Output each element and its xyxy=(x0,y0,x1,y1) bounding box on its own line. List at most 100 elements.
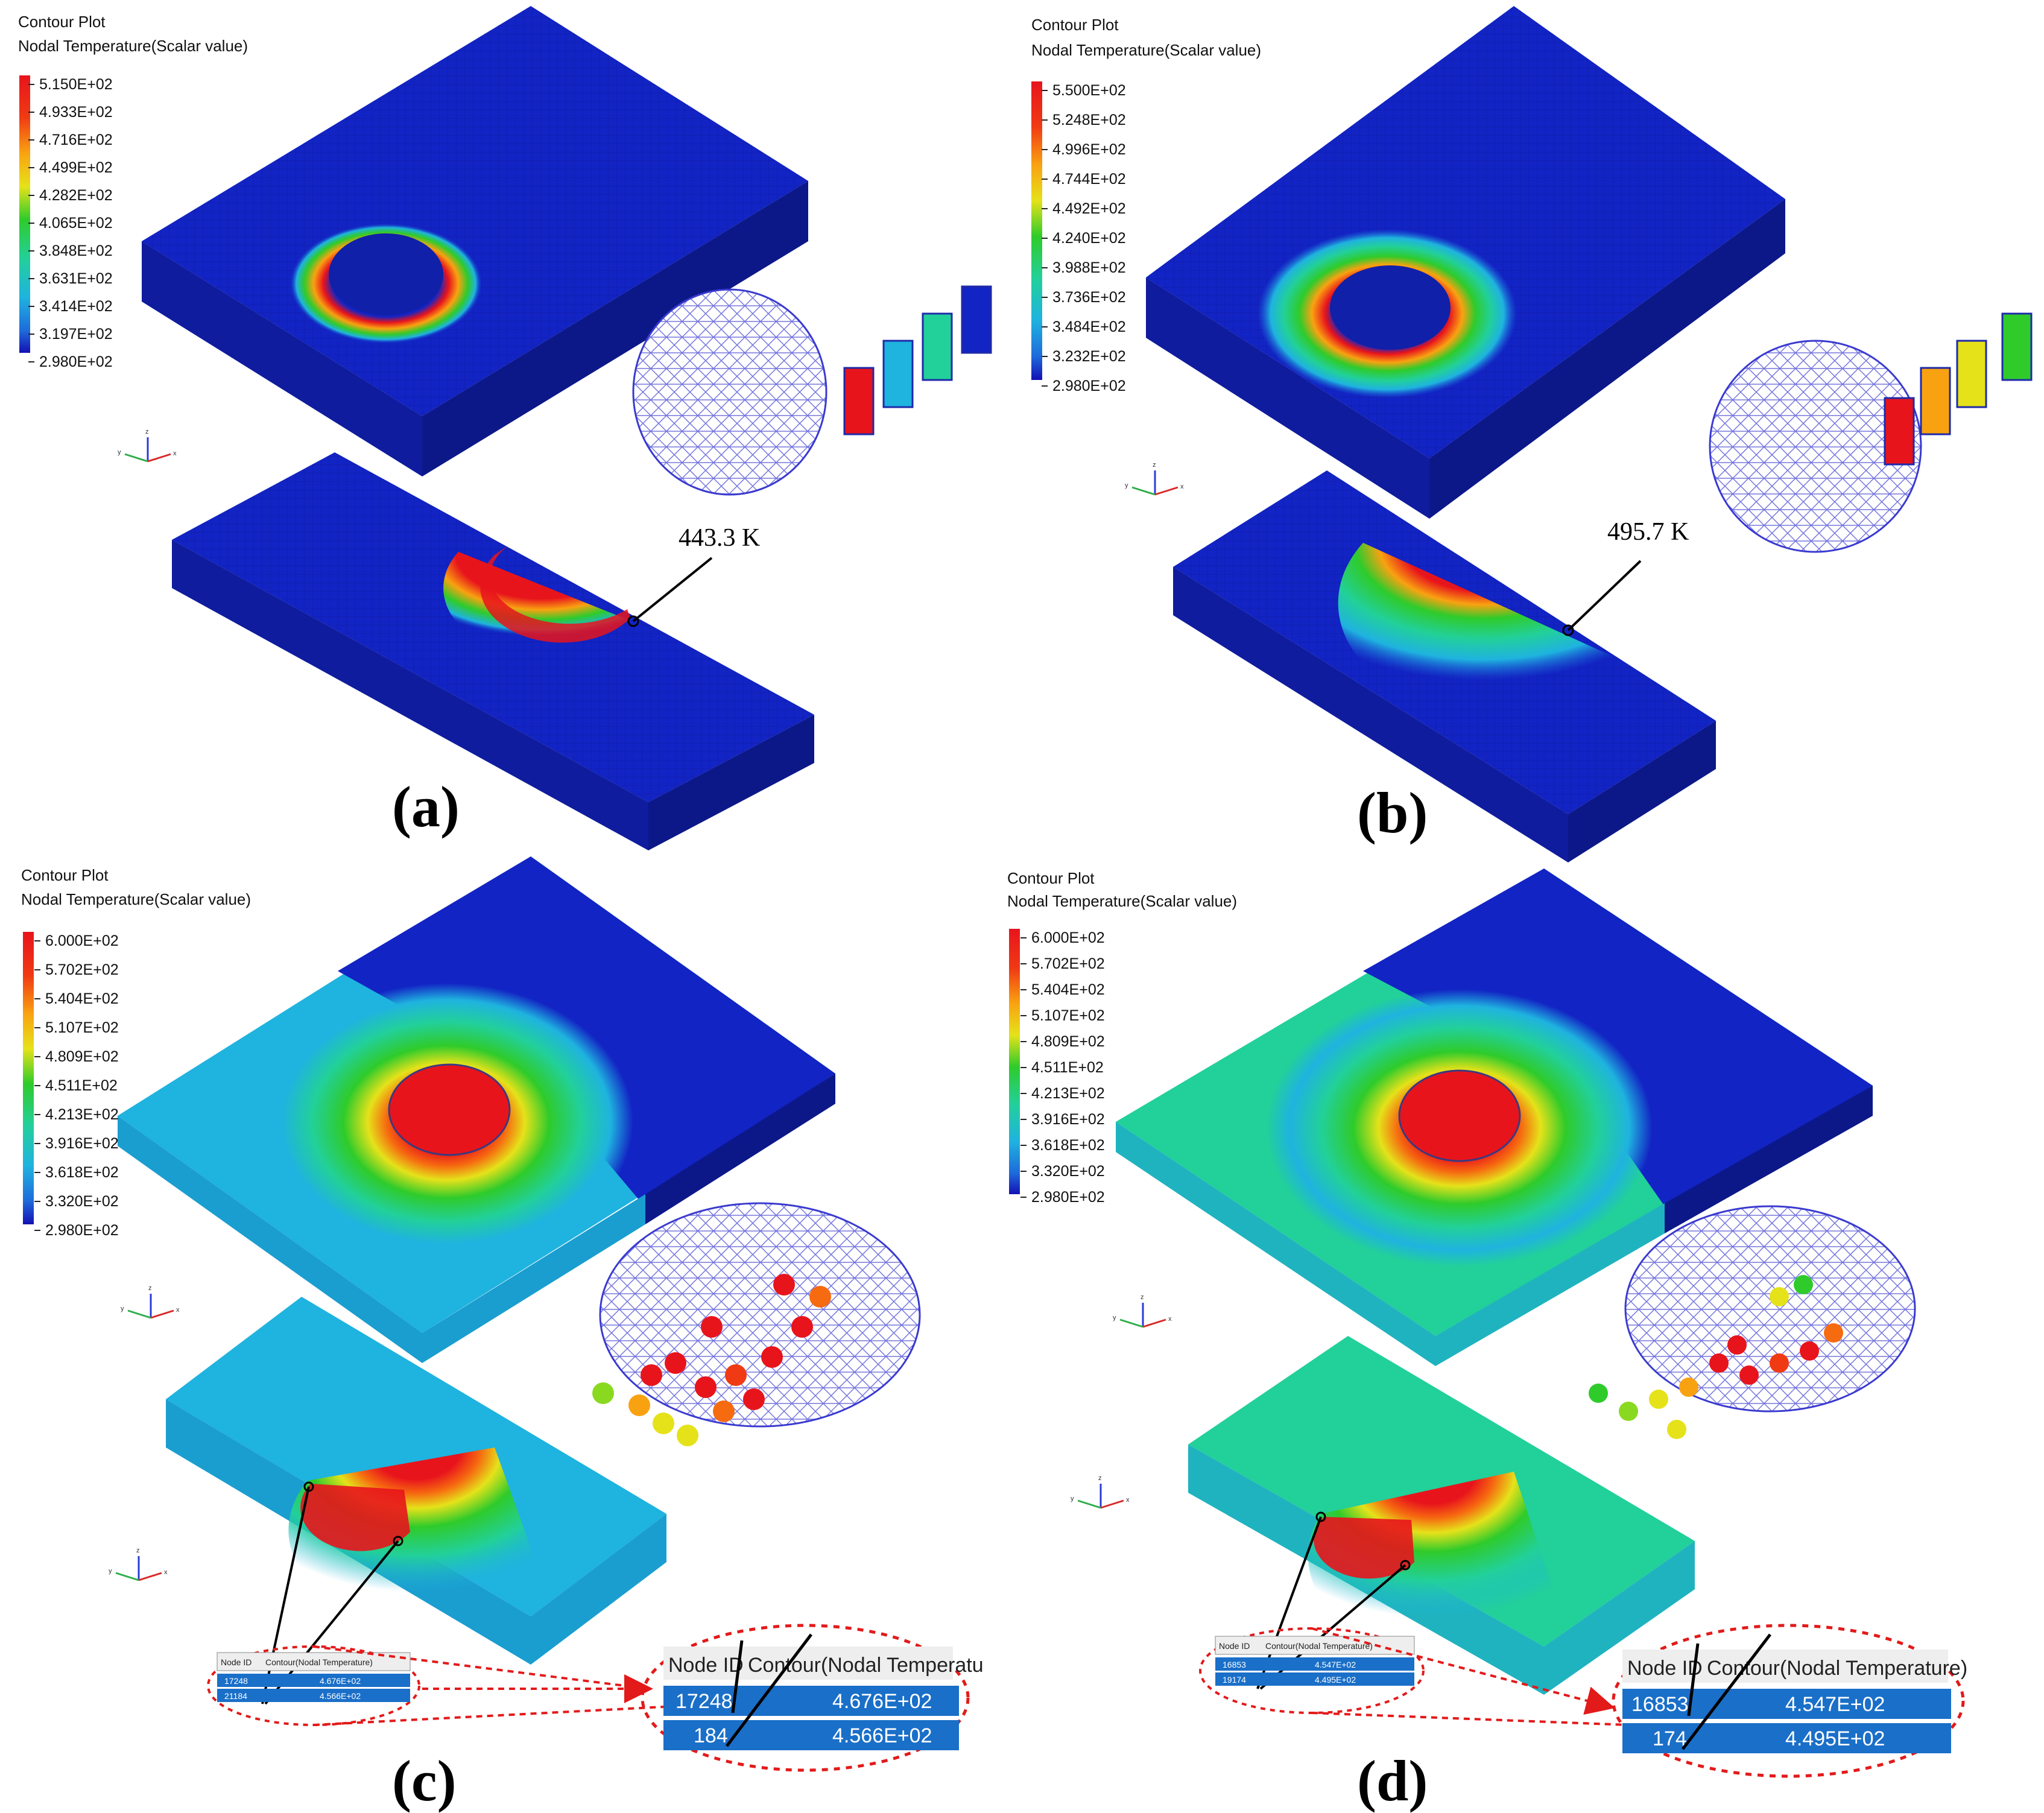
legend-value: 4.240E+02 xyxy=(1052,230,1126,247)
table-row-d-1[interactable] xyxy=(1215,1657,1414,1671)
tool-mesh-c xyxy=(592,1202,921,1446)
plate-top-c xyxy=(118,856,835,1363)
axis-label: x xyxy=(164,1569,168,1576)
legend-subtitle-c: Nodal Temperature(Scalar value) xyxy=(21,890,251,908)
axis-label: z xyxy=(1098,1475,1102,1482)
legend-value: 5.248E+02 xyxy=(1052,112,1126,128)
table-cell-value: 4.566E+02 xyxy=(320,1691,361,1701)
axis-label: z xyxy=(1141,1294,1144,1301)
table-cell-id: 17248 xyxy=(224,1676,248,1686)
axis-label: z xyxy=(145,428,149,435)
legend-value: 5.702E+02 xyxy=(1031,955,1105,972)
zoom-header-nodeid-d: Node ID xyxy=(1627,1657,1703,1680)
legend-value: 3.320E+02 xyxy=(1031,1163,1105,1180)
panel-b: Contour Plot Nodal Temperature(Scalar va… xyxy=(1031,6,2033,862)
plate-section-a xyxy=(172,452,814,850)
zoom-row-d-2[interactable] xyxy=(1622,1723,1951,1753)
zoom-row-c-2[interactable] xyxy=(663,1720,959,1750)
axis-line xyxy=(138,1572,162,1581)
axis-label: y xyxy=(1113,1314,1116,1321)
table-cell-id: 16853 xyxy=(1223,1660,1246,1669)
particle-column-3-a xyxy=(922,312,953,381)
legend-value: 5.404E+02 xyxy=(45,990,119,1007)
table-row-c-1[interactable] xyxy=(217,1674,410,1687)
legend-subtitle-b: Nodal Temperature(Scalar value) xyxy=(1031,41,1261,59)
axis-line xyxy=(150,1309,174,1319)
legend-colorbar-d xyxy=(1009,929,1020,1194)
axis-label: z xyxy=(1153,461,1156,469)
particle-column-4-a xyxy=(961,285,992,354)
particles-d xyxy=(1589,1275,1843,1439)
axis-line xyxy=(1119,1318,1144,1328)
axis-label: x xyxy=(173,450,177,457)
plate-top-d xyxy=(1116,869,1873,1366)
axis-triad-d2: z y x xyxy=(1071,1475,1130,1509)
legend-value: 3.320E+02 xyxy=(45,1193,119,1210)
axis-line xyxy=(124,453,148,463)
legend-value: 4.716E+02 xyxy=(39,131,113,148)
legend-value: 3.988E+02 xyxy=(1052,259,1126,276)
legend-value: 4.933E+02 xyxy=(39,104,113,121)
table-header-nodeid-c: Node ID xyxy=(221,1657,252,1667)
legend-value: 4.809E+02 xyxy=(1031,1033,1105,1050)
axis-line xyxy=(127,1309,151,1319)
table-cell-value: 4.547E+02 xyxy=(1315,1660,1356,1669)
axis-label: y xyxy=(121,1305,124,1312)
zoom-cell-value: 4.495E+02 xyxy=(1785,1727,1885,1750)
axis-line xyxy=(147,453,171,463)
legend-value: 5.107E+02 xyxy=(1031,1007,1105,1024)
legend-d: Contour Plot Nodal Temperature(Scalar va… xyxy=(1007,869,1237,1206)
axis-line xyxy=(1100,1499,1124,1509)
legend-a: Contour Plot Nodal Temperature(Scalar va… xyxy=(18,13,248,370)
legend-value: 2.980E+02 xyxy=(45,1222,119,1239)
axis-line xyxy=(1131,486,1156,496)
table-cell-id: 19174 xyxy=(1223,1675,1246,1685)
legend-value: 3.414E+02 xyxy=(39,298,113,315)
legend-value: 4.213E+02 xyxy=(45,1106,119,1123)
legend-value: 3.618E+02 xyxy=(1031,1137,1105,1154)
tool-mesh-d xyxy=(1589,1205,1916,1439)
axis-line xyxy=(1077,1499,1101,1509)
zoom-row-c-1[interactable] xyxy=(663,1686,959,1716)
zoom-row-d-1[interactable] xyxy=(1622,1689,1951,1719)
legend-value: 4.492E+02 xyxy=(1052,200,1126,217)
axis-label: y xyxy=(1071,1495,1074,1502)
legend-value: 4.499E+02 xyxy=(39,159,113,176)
plate-section-b xyxy=(1173,470,1716,862)
legend-value: 4.213E+02 xyxy=(1031,1085,1105,1102)
axis-triad-a: z y x xyxy=(118,428,177,463)
tool-mesh-a xyxy=(632,285,992,496)
legend-value: 4.809E+02 xyxy=(45,1048,119,1065)
table-header-nodeid-d: Node ID xyxy=(1219,1641,1250,1651)
table-cell-value: 4.495E+02 xyxy=(1315,1675,1356,1685)
legend-colorbar-c xyxy=(23,932,34,1224)
particle-column-2-a xyxy=(882,340,914,408)
particle-column-1-a xyxy=(843,367,875,435)
tool-pin-a xyxy=(329,233,443,315)
legend-value: 4.511E+02 xyxy=(1031,1059,1104,1076)
panel-label-a: (a) xyxy=(392,774,460,839)
axis-line xyxy=(1154,486,1179,496)
legend-value: 4.282E+02 xyxy=(39,187,113,204)
tool-mesh-b xyxy=(1709,312,2033,553)
zoom-header-nodeid-c: Node ID xyxy=(668,1654,744,1677)
tool-pin-d xyxy=(1398,1069,1521,1162)
legend-value: 5.404E+02 xyxy=(1031,981,1105,998)
axis-line xyxy=(115,1572,139,1581)
node-table-c: Node ID Contour(Nodal Temperature) 17248… xyxy=(207,1645,420,1726)
axis-label: z xyxy=(148,1285,152,1292)
particles-c xyxy=(592,1274,831,1446)
legend-value: 5.500E+02 xyxy=(1052,82,1126,99)
table-row-c-2[interactable] xyxy=(217,1689,410,1702)
particle-column-3-b xyxy=(1956,340,1987,408)
legend-value: 2.980E+02 xyxy=(39,353,113,370)
legend-value: 5.150E+02 xyxy=(39,76,113,93)
legend-colorbar-a xyxy=(19,75,30,353)
table-row-d-2[interactable] xyxy=(1215,1672,1414,1686)
legend-title-d: Contour Plot xyxy=(1007,869,1095,887)
legend-value: 5.107E+02 xyxy=(45,1019,119,1036)
axis-triad-b: z y x xyxy=(1125,461,1184,496)
legend-value: 3.736E+02 xyxy=(1052,289,1126,306)
panel-label-b: (b) xyxy=(1357,780,1428,845)
